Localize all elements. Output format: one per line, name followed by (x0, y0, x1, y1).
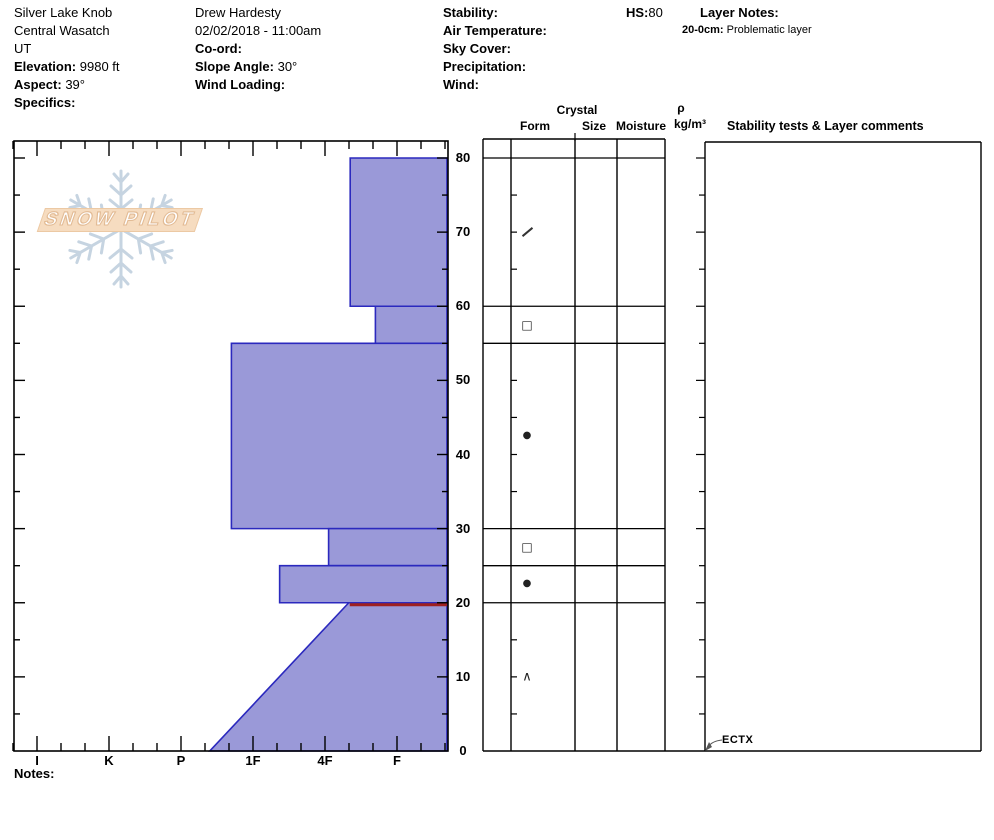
hardness-axis-label-1F: 1F (245, 753, 261, 768)
stability-column-header: Stability tests & Layer comments (727, 119, 924, 133)
layer-bar-55-30cm (230, 342, 448, 530)
location-block: Silver Lake Knob Central Wasatch UT Elev… (14, 4, 120, 112)
precipitation-row: Precipitation: (443, 59, 527, 74)
hardness-axis-label-K: K (104, 753, 114, 768)
moisture-column-header: Moisture (615, 119, 666, 133)
depth-axis-label-40: 40 (455, 446, 471, 462)
plot-frame (13, 140, 449, 752)
specifics-row: Specifics: (14, 94, 120, 112)
depth-axis-label-0: 0 (459, 743, 467, 758)
density-column-header: ρ (677, 101, 685, 115)
layer-notes-title-block: Layer Notes: (700, 4, 779, 22)
grain-form-symbol-depth-hoar: ∧ (522, 669, 532, 685)
sky-cover-row: Sky Cover: (443, 41, 511, 56)
ectx-arrow-head (705, 742, 712, 751)
size-column-header: Size (581, 119, 606, 133)
snowflake-arm (114, 224, 174, 265)
layer-note-range: 20-0cm: (682, 24, 724, 36)
wind-row: Wind: (443, 77, 479, 92)
elevation-label: Elevation: (14, 59, 77, 74)
coord-label: Co-ord: (195, 41, 242, 56)
wind-loading-label: Wind Loading: (195, 77, 286, 92)
hardness-axis-label-4F: 4F (317, 753, 333, 768)
air-temp-row: Air Temperature: (443, 23, 547, 38)
density-units-header: kg/m³ (673, 117, 706, 131)
snowflake-arm (108, 221, 134, 289)
layer-bar-80-60cm (349, 157, 448, 308)
observation-datetime: 02/02/2018 - 11:00am (195, 23, 322, 38)
slope-angle-value: 30° (277, 59, 298, 74)
snow-height-block: HS:80 (626, 4, 663, 22)
coord-row: Co-ord: (195, 40, 321, 58)
layer-notes-title: Layer Notes: (700, 5, 779, 20)
notes-label: Notes: (14, 766, 55, 781)
pit-name: Silver Lake Knob (14, 5, 113, 20)
observer-block: Drew Hardesty 02/02/2018 - 11:00am Co-or… (195, 4, 321, 94)
layer-bar-25-20cm (278, 564, 448, 604)
conditions-block: Stability: Air Temperature: Sky Cover: P… (443, 4, 547, 94)
aspect-label: Aspect: (14, 77, 62, 92)
depth-axis-label-30: 30 (455, 520, 471, 536)
depth-axis-label-50: 50 (455, 372, 471, 388)
grain-form-symbol-facets: □ (521, 317, 533, 332)
grain-form-symbol-rounds: ● (522, 578, 532, 590)
pit-state: UT (14, 41, 32, 56)
aspect-value: 39° (65, 77, 85, 92)
hardness-axis-label-F: F (393, 753, 401, 768)
layer-bar-20-0cm (207, 601, 448, 752)
layer-bar-30-25cm (327, 527, 448, 567)
layer-bar-60-55cm (374, 305, 448, 345)
snowflake-arm (68, 224, 128, 265)
hardness-axis-label-P: P (176, 753, 186, 768)
grain-form-symbol-rounds: ● (522, 429, 532, 441)
slope-angle-row: Slope Angle: 30° (195, 58, 321, 76)
crystal-column-header: Crystal (556, 103, 598, 117)
grain-form-symbol-facets: □ (521, 540, 533, 555)
specifics-label: Specifics: (14, 95, 76, 110)
depth-axis-label-60: 60 (455, 298, 471, 314)
hs-value: 80 (648, 5, 663, 20)
stability-test-annotation: ECTX (722, 734, 754, 746)
elevation-row: Elevation: 9980 ft (14, 58, 120, 76)
layer-note-text: Problematic layer (726, 24, 812, 36)
hardness-axis-label-I: I (35, 753, 39, 768)
hs-label: HS: (626, 5, 649, 20)
form-column-header: Form (520, 119, 550, 133)
layer-note-entry: 20-0cm: Problematic layer (682, 24, 812, 36)
wind-loading-row: Wind Loading: (195, 76, 321, 94)
depth-axis-label-70: 70 (455, 224, 471, 240)
slope-angle-label: Slope Angle: (195, 59, 274, 74)
pit-range: Central Wasatch (14, 23, 110, 38)
observer-name: Drew Hardesty (195, 5, 281, 20)
stability-row: Stability: (443, 5, 498, 20)
depth-axis-label-20: 20 (455, 594, 471, 610)
aspect-row: Aspect: 39° (14, 76, 120, 94)
depth-axis-label-80: 80 (455, 150, 471, 165)
elevation-value: 9980 ft (79, 59, 120, 74)
snowflake-arm (108, 169, 134, 237)
depth-axis-label-10: 10 (455, 668, 471, 684)
